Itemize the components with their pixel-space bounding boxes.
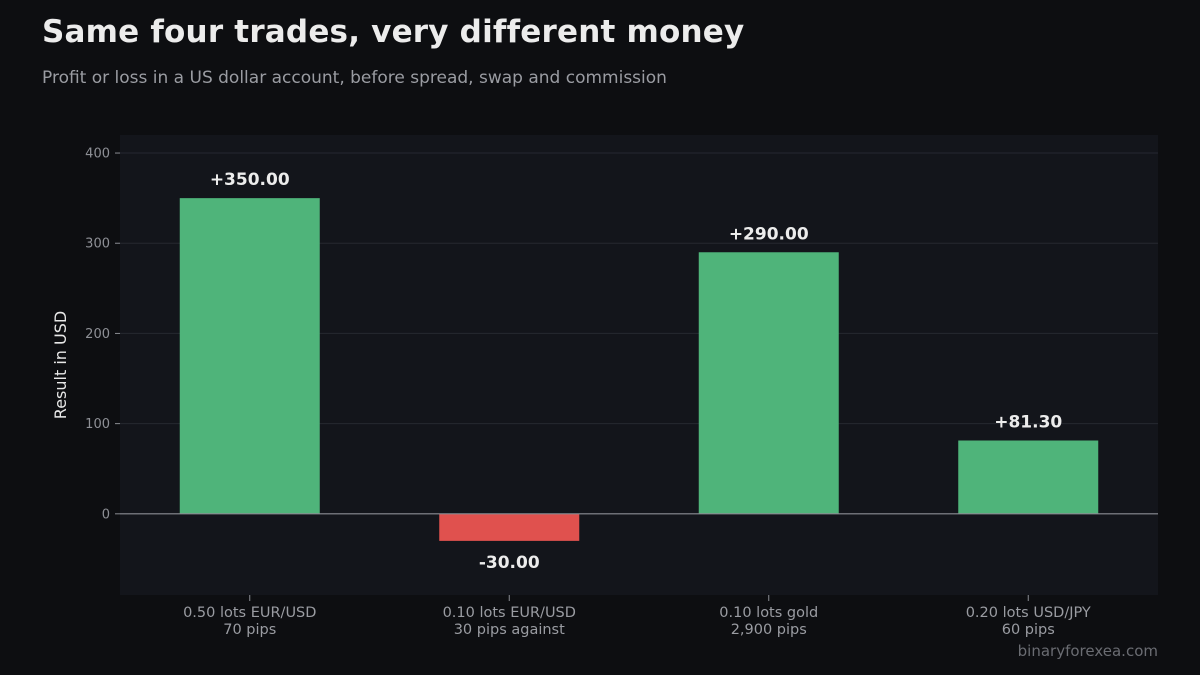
y-tick-label: 400 [85,147,110,162]
bar [698,252,839,514]
bar [179,198,320,514]
y-tick-label: 0 [102,507,110,522]
y-tick-label: 300 [85,237,110,252]
x-axis: 0.50 lots EUR/USD 70 pips 0.10 lots EUR/US… [183,595,1091,638]
watermark: binaryforexea.com [1017,642,1158,660]
chart-subtitle: Profit or loss in a US dollar account, b… [42,68,667,88]
y-axis: 0 100 200 300 400 [85,147,120,522]
bar-value-label: +81.30 [994,412,1062,432]
y-tick-label: 200 [85,327,110,342]
bar-value-label: -30.00 [479,553,540,573]
x-tick-label: 0.50 lots EUR/USD 70 pips [183,605,316,638]
bar-value-label: +290.00 [729,224,809,244]
bar [439,513,580,541]
x-tick-label: 0.10 lots EUR/USD 30 pips against [443,605,576,638]
x-tick-label: 0.10 lots gold 2,900 pips [719,605,818,638]
y-tick-label: 100 [85,417,110,432]
bar-value-label: +350.00 [210,170,290,190]
chart-title: Same four trades, very different money [42,14,745,50]
x-tick-label: 0.20 lots USD/JPY 60 pips [966,605,1091,638]
bar [958,440,1099,514]
bars: +350.00 -30.00 +290.00 +81.30 [179,170,1099,573]
y-axis-label: Result in USD [51,311,70,419]
